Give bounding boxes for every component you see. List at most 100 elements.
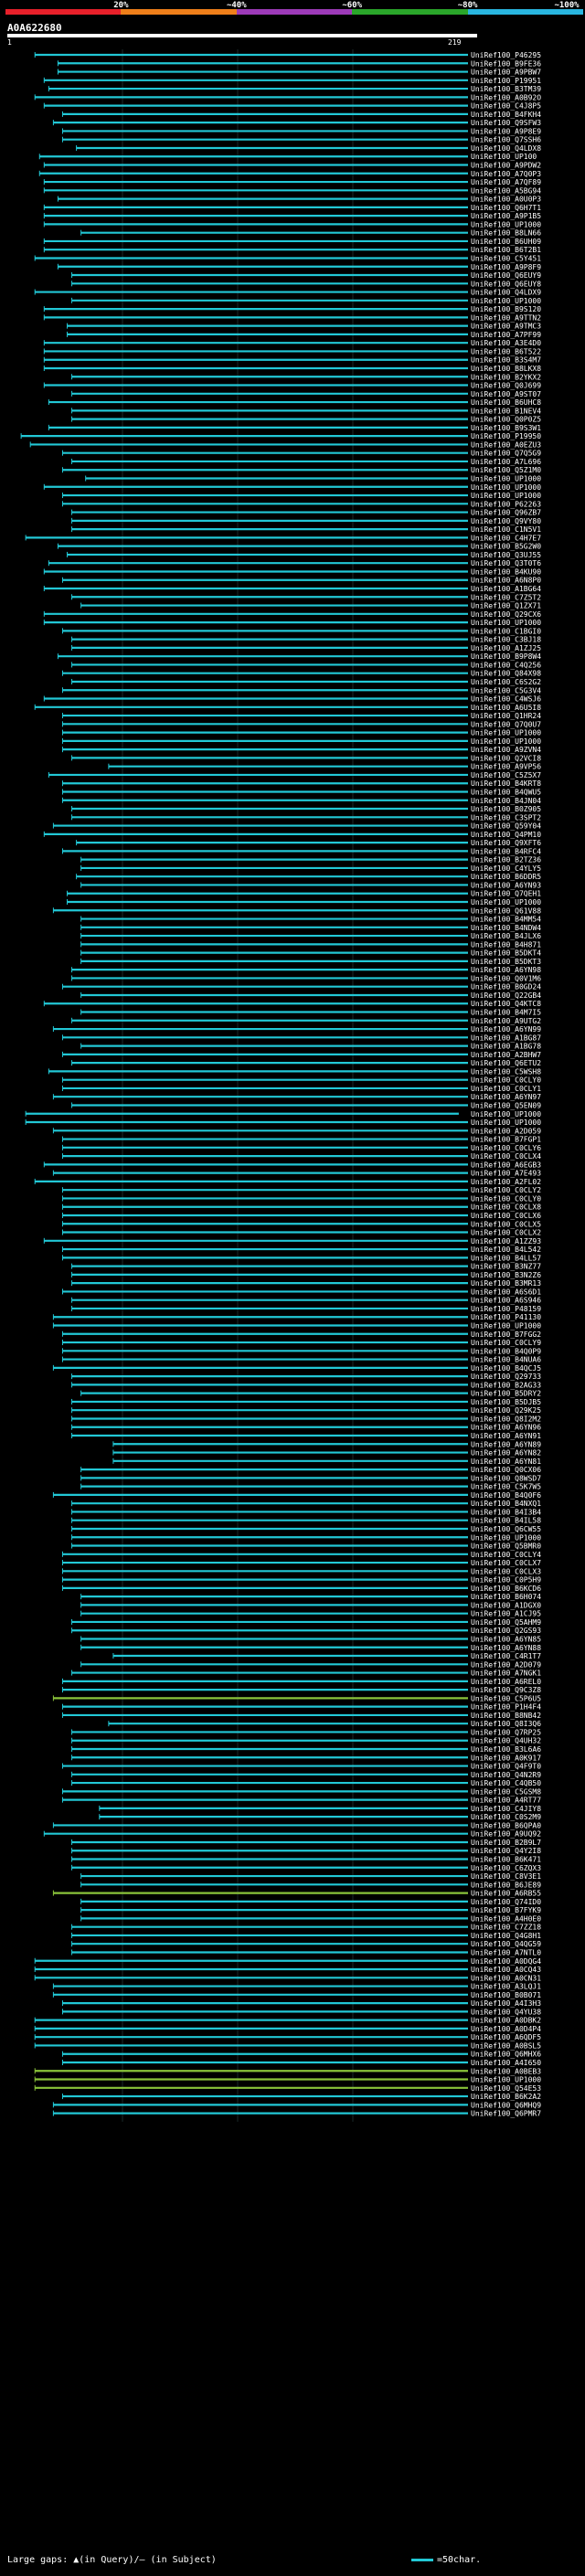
hit-label[interactable]: UniRef100_UP1000: [471, 729, 541, 737]
hit-label[interactable]: UniRef100_B4LL57: [471, 1254, 541, 1262]
hit-label[interactable]: UniRef100_C3SPT2: [471, 813, 541, 822]
hit-label[interactable]: UniRef100_A2D079: [471, 1660, 541, 1669]
hit-row[interactable]: UniRef100_B9FE36: [57, 59, 541, 68]
hit-row[interactable]: UniRef100_Q29K25: [71, 1406, 542, 1415]
hit-row[interactable]: UniRef100_A6YN88: [80, 1644, 542, 1652]
hit-row[interactable]: UniRef100_B9S3W1: [48, 424, 541, 432]
hit-row[interactable]: UniRef100_Q6EUY9: [71, 271, 542, 280]
hit-row[interactable]: UniRef100_Q1HR24: [61, 712, 541, 720]
hit-row[interactable]: UniRef100_Q0J699: [43, 382, 541, 390]
hit-row[interactable]: UniRef100_Q7RP25: [71, 1728, 542, 1736]
hit-row[interactable]: UniRef100_Q4KTC8: [43, 1000, 541, 1008]
hit-label[interactable]: UniRef100_A6N8P0: [471, 577, 541, 585]
hit-row[interactable]: UniRef100_Q0V1M6: [71, 974, 542, 982]
hit-row[interactable]: UniRef100_A0D4P4: [34, 2025, 541, 2033]
hit-label[interactable]: UniRef100_B4QWU5: [471, 788, 541, 796]
hit-label[interactable]: UniRef100_Q29733: [471, 1373, 541, 1381]
hit-row[interactable]: UniRef100_Q29733: [71, 1373, 542, 1381]
hit-row[interactable]: UniRef100_B8NB42: [61, 1712, 541, 1720]
hit-row[interactable]: UniRef100_C0S2M9: [99, 1813, 541, 1821]
hit-row[interactable]: UniRef100_Q96ZB7: [71, 509, 542, 517]
hit-label[interactable]: UniRef100_B6DDR5: [471, 873, 541, 881]
hit-label[interactable]: UniRef100_Q7Q0U7: [471, 720, 541, 728]
hit-row[interactable]: UniRef100_A9VP56: [108, 763, 541, 771]
hit-label[interactable]: UniRef100_A6YN81: [471, 1458, 541, 1466]
hit-row[interactable]: UniRef100_C6S2G2: [71, 678, 542, 686]
hit-label[interactable]: UniRef100_B4KRT8: [471, 779, 541, 788]
hit-row[interactable]: UniRef100_A9PBW7: [57, 69, 541, 77]
hit-label[interactable]: UniRef100_Q96ZB7: [471, 509, 541, 517]
hit-row[interactable]: UniRef100_B6DDR5: [76, 873, 542, 881]
hit-row[interactable]: UniRef100_A6YN89: [112, 1440, 541, 1448]
hit-row[interactable]: UniRef100_Q22GB4: [80, 991, 542, 1000]
hit-row[interactable]: UniRef100_A0DQG4: [34, 1957, 541, 1966]
hit-label[interactable]: UniRef100_A7NGK1: [471, 1670, 541, 1678]
hit-row[interactable]: UniRef100_A9ZVN4: [61, 746, 541, 754]
hit-label[interactable]: UniRef100_B2B9L7: [471, 1839, 541, 1847]
hit-label[interactable]: UniRef100_B6JE89: [471, 1881, 541, 1889]
hit-row[interactable]: UniRef100_Q8WSD7: [80, 1474, 542, 1482]
hit-label[interactable]: UniRef100_B4L542: [471, 1246, 541, 1254]
hit-label[interactable]: UniRef100_A9TTN2: [471, 313, 541, 322]
hit-row[interactable]: UniRef100_A1DGX0: [80, 1601, 542, 1609]
hit-row[interactable]: UniRef100_B6K2A2: [61, 2093, 541, 2101]
hit-row[interactable]: UniRef100_A2D079: [80, 1660, 542, 1669]
hit-row[interactable]: UniRef100_C1BGI0: [61, 627, 541, 635]
hit-label[interactable]: UniRef100_Q4KTC8: [471, 1000, 541, 1008]
hit-row[interactable]: UniRef100_A6YN98: [71, 966, 542, 974]
hit-row[interactable]: UniRef100_B0Z905: [71, 805, 542, 813]
hit-row[interactable]: UniRef100_A6YN93: [80, 881, 542, 889]
hit-row[interactable]: UniRef100_P62263: [61, 500, 541, 508]
hit-label[interactable]: UniRef100_A0EZU3: [471, 440, 541, 449]
hit-row[interactable]: UniRef100_A9P8E9: [61, 127, 541, 135]
hit-label[interactable]: UniRef100_Q9SFW3: [471, 119, 541, 127]
hit-label[interactable]: UniRef100_C0CLX8: [471, 1203, 541, 1212]
hit-row[interactable]: UniRef100_B5DKT4: [80, 949, 542, 958]
hit-label[interactable]: UniRef100_Q74ID0: [471, 1898, 541, 1906]
hit-label[interactable]: UniRef100_C6ZQX3: [471, 1864, 541, 1872]
hit-row[interactable]: UniRef100_A6YN82: [112, 1449, 541, 1458]
hit-row[interactable]: UniRef100_A6YN81: [112, 1458, 541, 1466]
hit-row[interactable]: UniRef100_C0CLX8: [61, 1203, 541, 1212]
hit-row[interactable]: UniRef100_P19951: [43, 77, 541, 85]
hit-row[interactable]: UniRef100_C3SPT2: [71, 813, 542, 822]
hit-label[interactable]: UniRef100_A6YN82: [471, 1449, 541, 1458]
hit-label[interactable]: UniRef100_C0CLY4: [471, 1551, 541, 1559]
hit-label[interactable]: UniRef100_B6K471: [471, 1856, 541, 1864]
hit-row[interactable]: UniRef100_A0CQ43: [34, 1966, 541, 1974]
hit-row[interactable]: UniRef100_A4I3H3: [61, 1999, 541, 2008]
hit-row[interactable]: UniRef100_Q2VCI8: [71, 754, 542, 762]
hit-row[interactable]: UniRef100_A6N8P0: [61, 577, 541, 585]
hit-row[interactable]: UniRef100_A2D059: [52, 1127, 541, 1135]
hit-row[interactable]: UniRef100_B5DRY2: [80, 1390, 542, 1398]
hit-row[interactable]: UniRef100_C0CLY9: [61, 1339, 541, 1347]
hit-row[interactable]: UniRef100_B4KRT8: [61, 779, 541, 788]
hit-label[interactable]: UniRef100_A6QDF5: [471, 2033, 541, 2041]
hit-label[interactable]: UniRef100_B6KCD6: [471, 1585, 541, 1593]
hit-label[interactable]: UniRef100_Q29K25: [471, 1406, 541, 1415]
hit-row[interactable]: UniRef100_Q5Z1M0: [61, 466, 541, 474]
hit-label[interactable]: UniRef100_C4H7E7: [471, 534, 541, 542]
hit-label[interactable]: UniRef100_C0CLY2: [471, 1186, 541, 1194]
hit-row[interactable]: UniRef100_B6UHC8: [48, 398, 541, 407]
hit-row[interactable]: UniRef100_A0BEB3: [34, 2067, 541, 2075]
hit-row[interactable]: UniRef100_Q8I2M2: [71, 1415, 542, 1423]
hit-row[interactable]: UniRef100_Q0CX06: [80, 1466, 542, 1474]
hit-label[interactable]: UniRef100_C0CLX4: [471, 1152, 541, 1161]
hit-label[interactable]: UniRef100_B4Q0P9: [471, 1347, 541, 1355]
hit-row[interactable]: UniRef100_B3S4M7: [43, 356, 541, 365]
hit-label[interactable]: UniRef100_A6YN99: [471, 1025, 541, 1034]
hit-label[interactable]: UniRef100_A6REL0: [471, 1678, 541, 1686]
hit-row[interactable]: UniRef100_C0CLX6: [61, 1212, 541, 1220]
hit-row[interactable]: UniRef100_B3TM39: [48, 85, 541, 93]
hit-row[interactable]: UniRef100_A3E4D0: [43, 339, 541, 347]
hit-label[interactable]: UniRef100_Q4F9T0: [471, 1763, 541, 1771]
hit-label[interactable]: UniRef100_B2TZ36: [471, 856, 541, 864]
hit-label[interactable]: UniRef100_B5DRY2: [471, 1390, 541, 1398]
hit-row[interactable]: UniRef100_C0CLY0: [61, 1194, 541, 1203]
hit-row[interactable]: UniRef100_P46295: [34, 51, 541, 59]
hit-row[interactable]: UniRef100_P41130: [52, 1313, 541, 1321]
hit-row[interactable]: UniRef100_B9P8W4: [57, 652, 541, 661]
hit-row[interactable]: UniRef100_Q6H7T1: [43, 204, 541, 212]
hit-label[interactable]: UniRef100_Q4UH32: [471, 1737, 541, 1745]
